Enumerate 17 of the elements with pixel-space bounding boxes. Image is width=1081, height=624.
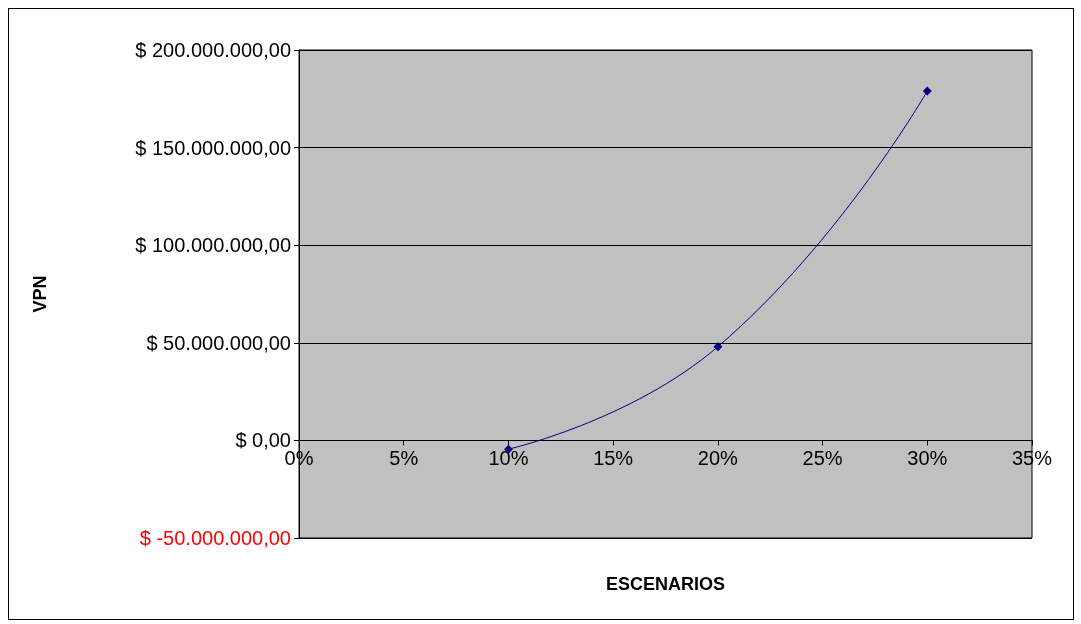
y-axis-title: VPN	[30, 275, 50, 313]
y-tick-label: $ 100.000.000,00	[135, 234, 291, 257]
point	[922, 86, 932, 96]
x-tick-label: 10%	[488, 447, 529, 470]
x-axis-title: ESCENARIOS	[605, 574, 726, 594]
point	[713, 342, 723, 352]
x-tick-label: 5%	[389, 447, 419, 470]
x-tick-label: 30%	[907, 447, 948, 470]
y-tick-label: $ 50.000.000,00	[146, 331, 291, 354]
y-tick-label: $ 150.000.000,00	[135, 136, 291, 159]
x-tick-label: 20%	[697, 447, 739, 470]
y-tick-label: $ 0,00	[235, 429, 291, 452]
x-tick-label: 15%	[593, 447, 634, 470]
x-tick-label: 25%	[802, 447, 843, 470]
y-tick-label: $ -50.000.000,00	[139, 527, 291, 549]
y-tick-label: $ 200.000.000,00	[135, 39, 291, 61]
x-tick-label: 35%	[1011, 447, 1053, 470]
